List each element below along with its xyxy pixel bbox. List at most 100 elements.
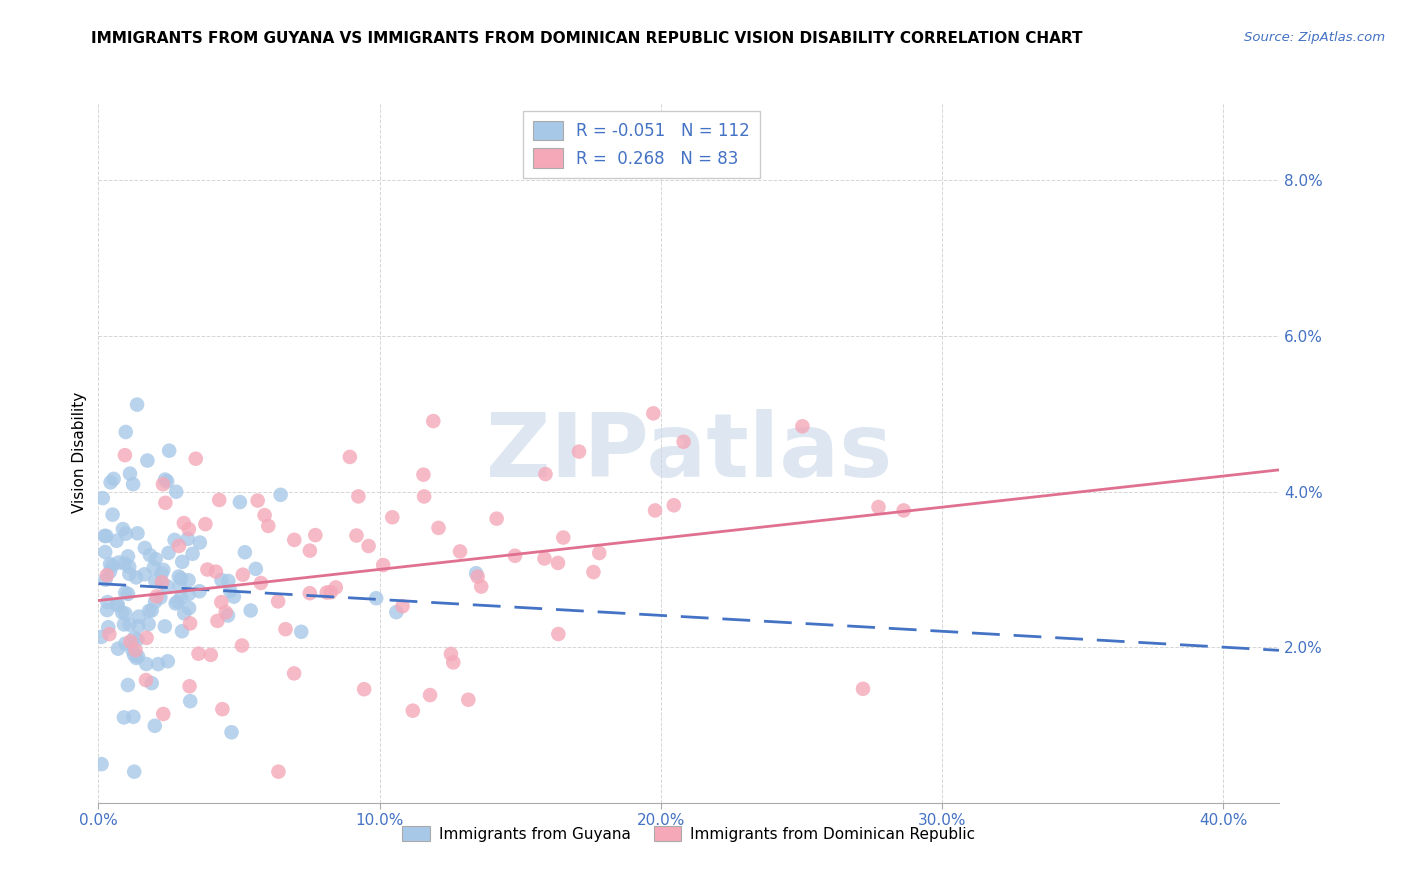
Point	[122, 764, 145, 779]
Point	[127, 398, 149, 412]
Point	[98, 557, 121, 571]
Point	[103, 472, 125, 486]
Point	[149, 591, 172, 605]
Point	[373, 558, 395, 573]
Point	[319, 585, 342, 599]
Point	[173, 607, 195, 621]
Point	[547, 556, 569, 570]
Y-axis label: Vision Disability: Vision Disability	[72, 392, 87, 513]
Point	[246, 493, 269, 508]
Point	[165, 484, 187, 499]
Point	[485, 511, 508, 525]
Point	[145, 590, 167, 604]
Point	[138, 604, 160, 618]
Point	[142, 560, 165, 574]
Point	[117, 587, 139, 601]
Point	[111, 522, 134, 536]
Point	[222, 590, 245, 604]
Point	[94, 545, 117, 559]
Point	[217, 574, 239, 588]
Point	[339, 450, 361, 464]
Point	[270, 488, 292, 502]
Text: ZIPatlas: ZIPatlas	[486, 409, 891, 496]
Point	[166, 595, 188, 609]
Point	[274, 622, 297, 636]
Point	[138, 617, 160, 632]
Point	[179, 694, 201, 708]
Point	[98, 565, 121, 579]
Point	[893, 503, 915, 517]
Point	[139, 548, 162, 562]
Point	[221, 725, 243, 739]
Point	[94, 573, 117, 587]
Point	[179, 616, 201, 631]
Point	[117, 549, 139, 564]
Point	[118, 467, 141, 481]
Point	[467, 569, 489, 583]
Point	[413, 490, 436, 504]
Point	[157, 443, 180, 458]
Point	[117, 678, 139, 692]
Point	[643, 406, 665, 420]
Point	[115, 526, 138, 541]
Point	[184, 451, 207, 466]
Point	[346, 528, 368, 542]
Point	[143, 574, 166, 588]
Point	[662, 498, 685, 512]
Point	[114, 448, 136, 462]
Point	[107, 641, 129, 656]
Point	[121, 643, 143, 657]
Point	[169, 579, 191, 593]
Point	[283, 666, 305, 681]
Point	[534, 467, 557, 481]
Point	[245, 562, 267, 576]
Point	[112, 710, 135, 724]
Point	[150, 575, 173, 590]
Point	[143, 719, 166, 733]
Point	[93, 529, 115, 543]
Point	[114, 585, 136, 599]
Point	[172, 555, 194, 569]
Point	[207, 614, 229, 628]
Point	[672, 434, 695, 449]
Point	[197, 562, 219, 576]
Point	[114, 637, 136, 651]
Point	[257, 519, 280, 533]
Point	[211, 573, 233, 587]
Point	[118, 566, 141, 581]
Point	[181, 547, 204, 561]
Point	[347, 490, 370, 504]
Point	[385, 605, 408, 619]
Point	[441, 656, 464, 670]
Point	[156, 654, 179, 668]
Point	[152, 477, 174, 491]
Point	[366, 591, 388, 606]
Point	[105, 533, 128, 548]
Point	[588, 546, 610, 560]
Point	[267, 764, 290, 779]
Point	[120, 634, 142, 648]
Point	[156, 475, 179, 489]
Point	[170, 591, 193, 605]
Point	[135, 657, 157, 671]
Point	[419, 688, 441, 702]
Point	[188, 535, 211, 549]
Point	[97, 620, 120, 634]
Point	[134, 541, 156, 555]
Point	[141, 603, 163, 617]
Point	[465, 566, 488, 581]
Point	[107, 598, 129, 612]
Point	[440, 647, 463, 661]
Point	[582, 565, 605, 579]
Point	[96, 529, 118, 543]
Point	[153, 619, 176, 633]
Point	[209, 595, 232, 609]
Point	[114, 607, 136, 621]
Point	[101, 559, 124, 574]
Point	[449, 544, 471, 558]
Point	[177, 601, 200, 615]
Point	[90, 757, 112, 772]
Point	[156, 579, 179, 593]
Point	[547, 627, 569, 641]
Point	[134, 567, 156, 582]
